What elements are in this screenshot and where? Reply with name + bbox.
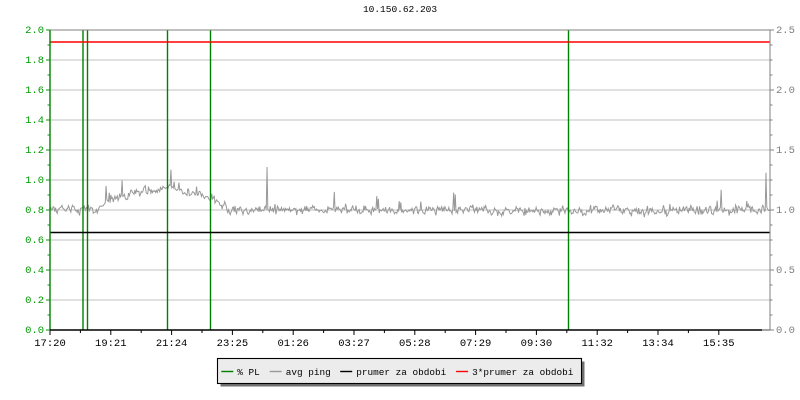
svg-text:1.6: 1.6 — [25, 85, 44, 97]
svg-text:1.2: 1.2 — [25, 145, 44, 157]
svg-text:prumer za obdobi: prumer za obdobi — [356, 367, 446, 378]
svg-text:1.0: 1.0 — [776, 205, 795, 217]
svg-text:17:20: 17:20 — [34, 338, 66, 350]
svg-text:13:34: 13:34 — [642, 338, 674, 350]
svg-text:% PL: % PL — [237, 367, 260, 378]
svg-text:07:29: 07:29 — [460, 338, 492, 350]
svg-text:2.5: 2.5 — [776, 25, 795, 37]
svg-text:19:21: 19:21 — [95, 338, 127, 350]
svg-text:2.0: 2.0 — [25, 25, 44, 37]
svg-text:1.5: 1.5 — [776, 145, 795, 157]
svg-text:0.6: 0.6 — [25, 235, 44, 247]
svg-text:01:26: 01:26 — [277, 338, 309, 350]
svg-text:10.150.62.203: 10.150.62.203 — [363, 4, 437, 15]
svg-text:0.0: 0.0 — [25, 325, 44, 337]
svg-text:0.5: 0.5 — [776, 265, 795, 277]
svg-text:03:27: 03:27 — [338, 338, 370, 350]
svg-text:0.8: 0.8 — [25, 205, 44, 217]
svg-text:05:28: 05:28 — [399, 338, 431, 350]
svg-text:avg ping: avg ping — [286, 367, 331, 378]
svg-text:0.4: 0.4 — [25, 265, 44, 277]
svg-text:0.0: 0.0 — [776, 325, 795, 337]
svg-text:1.4: 1.4 — [25, 115, 44, 127]
svg-text:1.8: 1.8 — [25, 55, 44, 67]
svg-text:09:30: 09:30 — [521, 338, 553, 350]
svg-text:1.0: 1.0 — [25, 175, 44, 187]
svg-text:23:25: 23:25 — [217, 338, 249, 350]
svg-text:15:35: 15:35 — [703, 338, 735, 350]
svg-text:21:24: 21:24 — [156, 338, 188, 350]
svg-text:0.2: 0.2 — [25, 295, 44, 307]
svg-text:2.0: 2.0 — [776, 85, 795, 97]
svg-text:11:32: 11:32 — [581, 338, 613, 350]
svg-text:3*prumer za obdobi: 3*prumer za obdobi — [472, 367, 574, 378]
